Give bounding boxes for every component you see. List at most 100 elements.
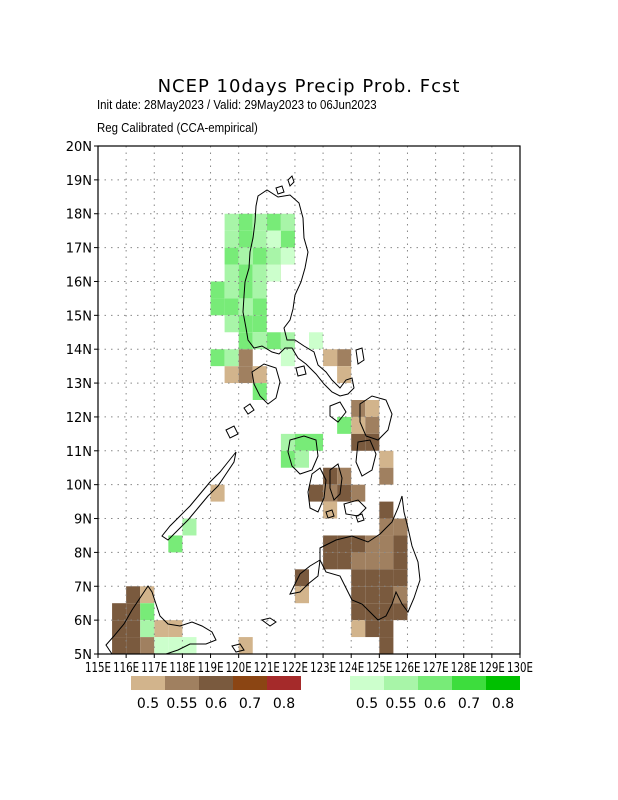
dry-probability-cell (337, 484, 352, 502)
coast-sulu (260, 617, 277, 627)
lon-tick-label: 121E (254, 661, 280, 676)
dry-probability-cell (393, 518, 408, 536)
coast-mindoro (251, 363, 281, 405)
lon-tick-label: 124E (338, 661, 364, 676)
wet-legend-swatch (384, 676, 418, 690)
dry-legend-swatch (165, 676, 199, 690)
lon-tick-label: 118E (169, 661, 195, 676)
wet-probability-cell (280, 433, 295, 451)
dry-probability-cell (379, 586, 394, 604)
wet-probability-cell (266, 247, 281, 265)
dry-probability-cell (351, 400, 366, 417)
wet-legend-swatch (452, 676, 486, 690)
dry-probability-cell (168, 620, 183, 638)
wet-probability-cell (266, 332, 281, 350)
dry-probability-cell (379, 620, 394, 638)
chart-subtitle-dates: Init date: 28May2023 / Valid: 29May2023 … (97, 97, 377, 112)
coast-leyte (355, 439, 377, 477)
wet-probability-cell (168, 637, 183, 654)
probability-cells (112, 213, 408, 654)
lon-tick-label: 120E (226, 661, 252, 676)
dry-probability-cell (252, 366, 267, 384)
dry-probability-cell (238, 637, 253, 654)
wet-probability-cell (238, 230, 253, 248)
dry-legend-swatch (131, 676, 165, 690)
dry-probability-cell (365, 569, 380, 587)
wet-probability-cell (168, 535, 183, 553)
lon-tick-label: 122E (282, 661, 308, 676)
wet-probability-cell (280, 247, 295, 265)
wet-probability-cell (266, 213, 281, 231)
lon-tick-label: 119E (198, 661, 224, 676)
lon-tick-label: 125E (366, 661, 392, 676)
wet-probability-cell (210, 349, 225, 367)
dry-probability-cell (323, 501, 338, 519)
lat-tick-label: 7N (74, 580, 92, 595)
dry-probability-cell (393, 603, 408, 621)
dry-probability-cell (210, 484, 225, 502)
coast-palawan (161, 451, 237, 541)
dry-probability-cell (224, 366, 239, 384)
coast-bohol (343, 499, 367, 517)
coast-negros (307, 467, 327, 513)
wet-legend-label: 0.6 (424, 696, 446, 712)
dry-probability-cell (309, 484, 324, 502)
coast-cebu (329, 463, 343, 501)
coast-samar (359, 395, 393, 441)
dry-probability-cell (112, 620, 127, 638)
dry-probability-cell (351, 569, 366, 587)
dry-probability-cell (126, 620, 141, 638)
lon-tick-label: 117E (141, 661, 167, 676)
dry-legend-label: 0.5 (137, 696, 159, 712)
wet-probability-cell (309, 332, 324, 350)
dry-probability-cell (365, 416, 380, 434)
dry-probability-cell (337, 366, 352, 384)
axis-labels: 5N 6N 7N 8N 9N 10N 11N 12N 13N 14N 15N 16N 17N 18N 19N… (66, 140, 533, 676)
dry-probability-cell (294, 569, 309, 587)
wet-probability-cell (252, 264, 267, 282)
lat-tick-label: 8N (74, 546, 92, 561)
dry-probability-cell (365, 433, 380, 451)
gridlines (98, 146, 520, 654)
lat-tick-label: 11N (66, 445, 92, 460)
wet-probability-cell (224, 349, 239, 367)
wet-probability-cell (280, 349, 295, 367)
lat-tick-label: 5N (74, 648, 92, 663)
wet-probability-cell (294, 450, 309, 468)
dry-legend-swatch (267, 676, 301, 690)
dry-legend-swatch (199, 676, 233, 690)
wet-probability-cell (224, 247, 239, 265)
wet-probability-cell (224, 213, 239, 231)
lon-tick-label: 129E (479, 661, 505, 676)
dry-probability-cell (365, 552, 380, 570)
wet-probability-cell (337, 416, 352, 434)
dry-legend-swatch (233, 676, 267, 690)
wet-probability-cell (252, 298, 267, 316)
lat-tick-label: 15N (66, 309, 92, 324)
lon-tick-label: 130E (507, 661, 533, 676)
lon-tick-label: 123E (310, 661, 336, 676)
dry-probability-cell (351, 603, 366, 621)
lat-tick-label: 19N (66, 174, 92, 189)
coast-luzon (242, 189, 355, 397)
dry-probability-cell (112, 603, 127, 621)
dry-probability-cell (323, 349, 338, 367)
coast-mindanao (319, 495, 421, 621)
lon-tick-label: 127E (423, 661, 449, 676)
wet-probability-cell (224, 230, 239, 248)
lat-tick-label: 20N (66, 140, 92, 155)
dry-probability-cell (379, 450, 394, 468)
lat-tick-label: 6N (74, 614, 92, 629)
coast-siquijor (325, 509, 335, 519)
dry-probability-cell (365, 400, 380, 417)
coast-batanes (287, 175, 295, 187)
wet-legend-swatch (350, 676, 384, 690)
wet-probability-cell (252, 383, 267, 400)
lon-tick-label: 116E (113, 661, 139, 676)
dry-probability-cell (351, 620, 366, 638)
dry-probability-cell (126, 603, 141, 621)
wet-legend-label: 0.55 (385, 696, 416, 712)
dry-probability-cell (294, 586, 309, 604)
lat-tick-label: 13N (66, 377, 92, 392)
dry-legend-label: 0.55 (166, 696, 197, 712)
